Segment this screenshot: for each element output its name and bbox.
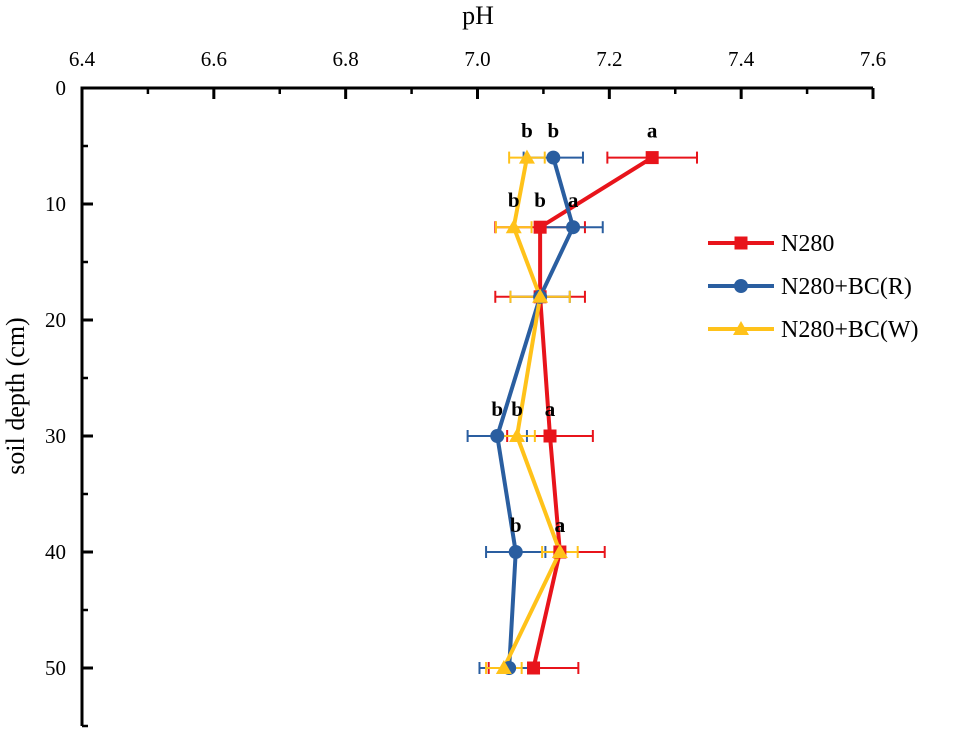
legend-label: N280+BC(R): [781, 274, 912, 300]
x-ticks: 6.4 6.6 6.8 7.0 7.2 7.4 7.6: [69, 47, 886, 99]
data-point-triangle: [509, 428, 526, 442]
data-point-square: [734, 236, 748, 250]
data-point-square: [543, 429, 557, 443]
significance-label: b: [511, 397, 523, 421]
data-point-triangle: [733, 321, 749, 335]
data-point-square: [533, 220, 547, 234]
data-point-square: [527, 661, 541, 675]
data-point-circle: [546, 150, 561, 165]
data-point-triangle: [518, 149, 535, 164]
data-point-circle: [566, 220, 581, 235]
series-line-N280: [531, 155, 654, 669]
series-line-N280+BC(W): [502, 157, 562, 669]
data-point-circle: [508, 545, 523, 559]
significance-label: a: [545, 397, 556, 421]
y-tick-label: 20: [45, 308, 66, 332]
legend-label: N280+BC(W): [781, 317, 919, 343]
significance-label: b: [534, 188, 546, 212]
x-tick-label: 7.6: [860, 47, 886, 71]
y-tick-label: 30: [45, 424, 66, 448]
significance-label: b: [491, 397, 503, 421]
legend-item: N280: [708, 231, 834, 257]
x-axis-title: pH: [462, 1, 494, 30]
significance-label: b: [547, 119, 559, 143]
x-tick-label: 6.4: [69, 47, 96, 71]
y-tick-label: 50: [45, 656, 66, 680]
significance-label: a: [555, 513, 566, 537]
significance-label: b: [510, 513, 522, 537]
series-line-N280+BC(R): [495, 157, 576, 669]
legend-item: N280+BC(W): [708, 317, 919, 343]
y-tick-label: 40: [45, 540, 66, 564]
data-point-triangle: [532, 288, 549, 303]
data-point-triangle: [551, 544, 568, 558]
significance-label: b: [521, 119, 533, 143]
y-ticks: 0 10 20 30 40 50: [45, 76, 93, 728]
significance-label: a: [568, 188, 579, 212]
significance-label: a: [555, 513, 566, 537]
legend-label: N280: [781, 231, 834, 257]
x-tick-label: 7.4: [728, 47, 755, 71]
significance-label: a: [647, 119, 658, 143]
legend: N280 N280+BC(R) N280+BC(W): [708, 231, 919, 343]
y-axis-title: soil depth (cm): [1, 317, 30, 474]
x-tick-label: 7.2: [596, 47, 622, 71]
x-tick-label: 7.0: [464, 47, 490, 71]
data-point-circle: [734, 279, 748, 293]
y-tick-label: 10: [45, 192, 66, 216]
data-point-circle: [490, 429, 505, 443]
x-tick-label: 6.8: [333, 47, 359, 71]
legend-item: N280+BC(R): [708, 274, 912, 300]
x-tick-label: 6.6: [201, 47, 227, 71]
data-point-square: [645, 151, 659, 165]
data-point-triangle: [505, 219, 522, 234]
y-tick-label: 0: [56, 76, 67, 100]
data-point-triangle: [495, 660, 512, 674]
significance-label: b: [508, 188, 520, 212]
